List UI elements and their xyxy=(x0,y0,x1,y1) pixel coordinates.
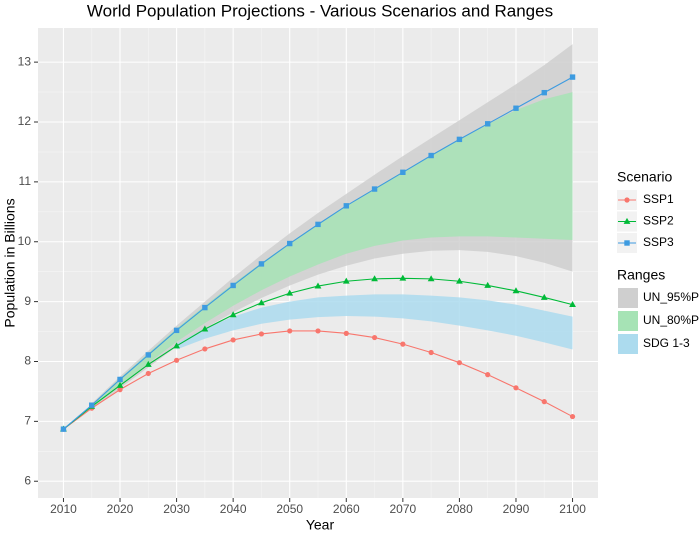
y-tick-label: 8 xyxy=(24,354,31,368)
data-point xyxy=(569,301,576,308)
data-point xyxy=(428,349,434,356)
legend-title: Scenario xyxy=(617,169,672,185)
legend-key xyxy=(623,217,631,224)
data-point xyxy=(427,275,435,282)
data-point xyxy=(371,334,378,341)
data-point xyxy=(286,289,294,296)
x-axis-title: Year xyxy=(306,517,335,533)
data-point xyxy=(513,105,519,111)
data-point xyxy=(201,325,209,332)
x-tick-label: 2100 xyxy=(559,502,586,516)
y-tick-label: 13 xyxy=(18,54,32,68)
data-point xyxy=(484,121,491,127)
chart-title: World Population Projections - Various S… xyxy=(87,1,553,20)
x-tick-label: 2020 xyxy=(107,502,134,516)
data-point xyxy=(315,221,321,228)
legend-key xyxy=(618,311,638,331)
legend-key xyxy=(624,240,630,246)
y-tick-label: 7 xyxy=(24,414,31,428)
y-tick-label: 12 xyxy=(18,114,32,128)
data-point xyxy=(428,152,434,159)
data-point xyxy=(513,385,519,391)
data-point xyxy=(145,352,152,358)
legend-label: UN_80%PI xyxy=(643,313,700,327)
x-tick-label: 2040 xyxy=(220,502,247,516)
data-point xyxy=(89,402,95,408)
x-tick-label: 2070 xyxy=(389,502,416,516)
data-point xyxy=(541,399,547,405)
legend-label: SSP1 xyxy=(643,192,674,206)
data-point xyxy=(343,330,349,336)
x-tick-label: 2030 xyxy=(163,502,190,516)
data-point xyxy=(173,342,180,349)
y-axis-title: Population in Billions xyxy=(2,198,18,327)
y-tick-label: 11 xyxy=(19,174,32,188)
range-band xyxy=(176,294,573,350)
legend-label: UN_95%PI xyxy=(643,290,700,304)
x-tick-label: 2090 xyxy=(503,502,530,516)
data-point xyxy=(400,341,406,347)
y-tick-label: 9 xyxy=(24,294,31,308)
data-point xyxy=(173,357,180,363)
data-point xyxy=(60,426,67,432)
legend-label: SSP2 xyxy=(643,214,674,228)
range-band xyxy=(91,92,573,409)
x-tick-label: 2080 xyxy=(446,502,473,516)
data-point xyxy=(342,277,350,284)
data-point xyxy=(258,299,265,306)
y-tick-label: 10 xyxy=(18,234,32,248)
data-point xyxy=(117,376,123,383)
data-point xyxy=(315,328,321,334)
data-point xyxy=(512,287,520,294)
data-point xyxy=(202,346,208,352)
legend-key xyxy=(624,197,630,203)
data-point xyxy=(117,387,123,393)
data-point xyxy=(314,282,322,289)
data-point xyxy=(173,327,180,334)
data-point xyxy=(371,275,378,282)
data-point xyxy=(456,360,463,366)
data-point xyxy=(145,370,151,377)
x-tick-label: 2050 xyxy=(276,502,303,516)
data-point xyxy=(258,331,265,337)
data-point xyxy=(484,281,492,288)
legend-key xyxy=(618,288,638,308)
legend-title: Ranges xyxy=(617,267,665,283)
x-tick-label: 2060 xyxy=(333,502,360,516)
y-tick-label: 6 xyxy=(24,473,31,487)
data-point xyxy=(569,413,576,420)
legend-label: SSP3 xyxy=(643,235,674,249)
data-point xyxy=(456,277,463,284)
data-point xyxy=(371,186,378,192)
data-point xyxy=(258,261,265,267)
legend-key xyxy=(618,334,638,354)
x-tick-label: 2010 xyxy=(50,502,77,516)
data-point xyxy=(541,89,547,96)
legend-label: SDG 1-3 xyxy=(643,336,690,350)
data-point xyxy=(287,240,293,247)
data-point xyxy=(229,311,237,318)
data-point xyxy=(287,328,293,334)
data-point xyxy=(540,293,548,300)
data-point xyxy=(343,203,349,209)
data-point xyxy=(144,360,152,367)
data-point xyxy=(399,274,407,281)
data-point xyxy=(230,282,236,289)
data-point xyxy=(456,136,463,143)
data-point xyxy=(202,304,208,311)
data-point xyxy=(569,74,576,80)
data-point xyxy=(116,381,124,388)
data-point xyxy=(400,169,406,175)
data-point xyxy=(230,337,236,343)
data-point xyxy=(485,372,491,378)
